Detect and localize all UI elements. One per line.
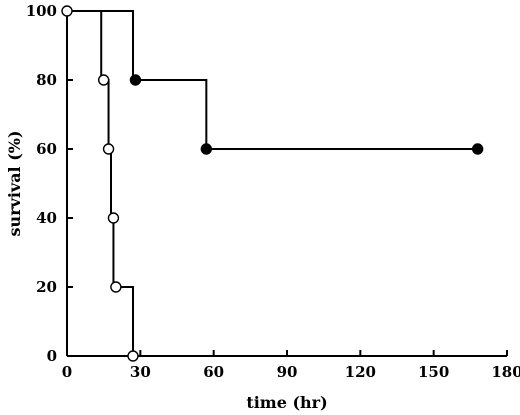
x-tick-label-0: 0 xyxy=(62,363,72,381)
x-tick-label-90: 90 xyxy=(277,363,298,381)
series-1-point-1 xyxy=(61,5,73,17)
y-tick-label-40: 40 xyxy=(36,209,57,227)
series-1-point-2 xyxy=(97,74,110,86)
series-1-point-4 xyxy=(107,212,120,224)
x-tick-label-150: 150 xyxy=(418,363,449,381)
x-tick-label-30: 30 xyxy=(130,363,151,381)
series-lines xyxy=(67,10,478,356)
series-2-point-1 xyxy=(129,74,142,86)
y-axis-label: survival (%) xyxy=(5,130,24,236)
series-2-point-3 xyxy=(471,143,484,155)
x-tick-label-180: 180 xyxy=(491,363,520,381)
series-1-point-3 xyxy=(102,143,115,155)
series-1-line xyxy=(67,10,134,356)
data-markers xyxy=(61,5,484,362)
y-tick-label-20: 20 xyxy=(36,278,57,296)
y-tick-label-100: 100 xyxy=(26,2,57,20)
x-tick-label-60: 60 xyxy=(203,363,224,381)
series-2-line xyxy=(67,10,478,150)
y-ticks: 0 20 40 60 80 100 xyxy=(26,2,73,365)
x-tick-label-120: 120 xyxy=(345,363,376,381)
x-axis-label: time (hr) xyxy=(246,393,327,412)
series-1-point-6 xyxy=(127,350,139,362)
series-2-point-2 xyxy=(200,143,213,155)
y-tick-label-80: 80 xyxy=(36,71,57,89)
series-1-point-5 xyxy=(110,281,122,293)
y-tick-label-60: 60 xyxy=(36,140,57,158)
x-ticks: 0 30 60 90 120 150 180 xyxy=(62,350,520,381)
y-tick-label-0: 0 xyxy=(47,347,57,365)
